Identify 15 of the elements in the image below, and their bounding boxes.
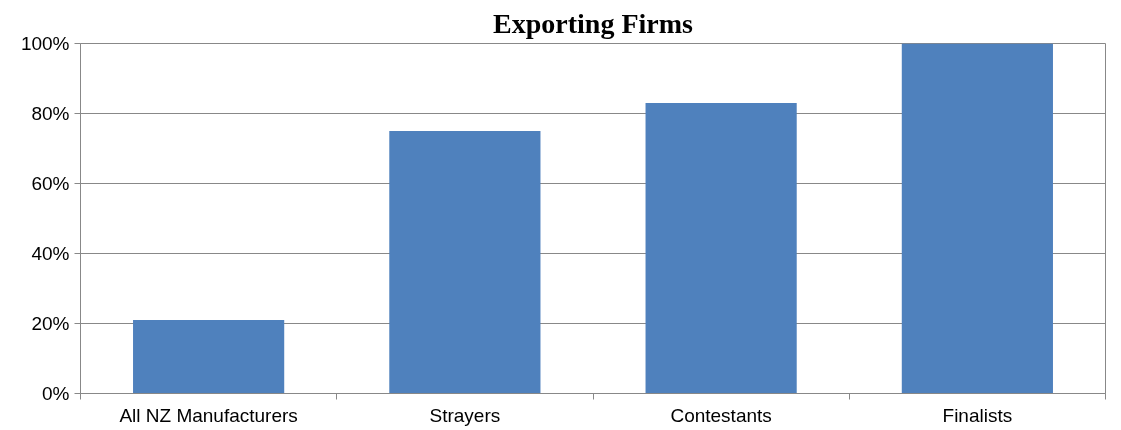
x-tick-label: Contestants	[670, 404, 772, 426]
y-tick-label: 60%	[31, 173, 70, 194]
bar	[901, 43, 1053, 394]
y-tick-label: 100%	[20, 33, 70, 54]
x-tick-label: All NZ Manufacturers	[119, 404, 298, 426]
y-tick-label: 20%	[31, 313, 70, 334]
y-tick-label: 0%	[42, 383, 70, 404]
bar	[645, 103, 797, 394]
bar	[389, 131, 541, 394]
x-tick-label: Strayers	[429, 404, 501, 426]
chart-title: Exporting Firms	[493, 7, 694, 39]
y-tick-label: 40%	[31, 243, 70, 264]
bar	[133, 320, 285, 394]
x-tick-label: Finalists	[942, 404, 1013, 426]
y-tick-label: 80%	[31, 103, 70, 124]
